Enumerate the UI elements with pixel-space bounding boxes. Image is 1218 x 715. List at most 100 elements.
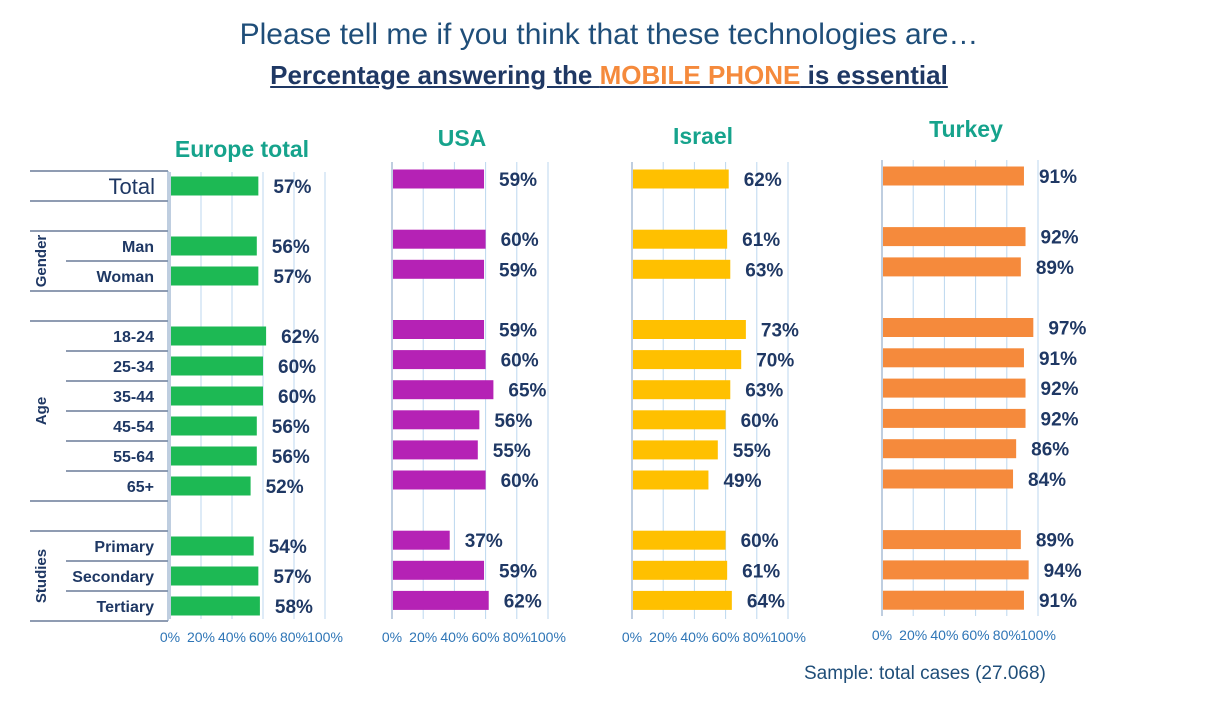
bar-europe-total-45-54 (171, 416, 257, 436)
category-label-65: 65+ (127, 479, 154, 496)
x-tick-label-israel-5: 100% (770, 629, 806, 645)
value-label-israel-45-54: 60% (741, 411, 779, 432)
value-label-israel-woman: 63% (745, 260, 783, 281)
bar-turkey-woman (883, 257, 1021, 277)
title-highlight: MOBILE PHONE (599, 60, 801, 90)
bar-usa-65 (393, 470, 486, 490)
value-label-usa-35-44: 65% (508, 381, 546, 402)
value-label-europe-total-25-34: 60% (278, 357, 316, 378)
chart-subtitle: Please tell me if you think that these t… (239, 18, 979, 51)
bar-turkey-man (883, 227, 1026, 247)
bar-usa-secondary (393, 560, 485, 580)
bar-turkey-55-64 (883, 439, 1017, 459)
panel-title-usa: USA (438, 125, 487, 151)
value-label-turkey-18-24: 97% (1048, 319, 1086, 340)
value-label-usa-primary: 37% (465, 531, 503, 552)
bar-turkey-secondary (883, 560, 1029, 580)
x-tick-label-usa-5: 100% (530, 629, 566, 645)
bar-europe-total-25-34 (171, 356, 263, 376)
value-label-israel-18-24: 73% (761, 321, 799, 342)
value-label-usa-18-24: 59% (499, 321, 537, 342)
group-label-studies: Studies (33, 549, 50, 603)
bar-europe-total-35-44 (171, 386, 263, 406)
x-tick-label-europe-total-4: 80% (280, 629, 308, 645)
bar-israel-65 (633, 470, 709, 490)
x-tick-label-turkey-1: 20% (899, 627, 927, 643)
bar-usa-25-34 (393, 350, 486, 370)
bar-israel-woman (633, 259, 731, 279)
category-label-35-44: 35-44 (113, 389, 154, 406)
value-label-europe-total-man: 56% (272, 237, 310, 258)
category-label-tertiary: Tertiary (96, 599, 154, 616)
category-label-man: Man (122, 239, 154, 256)
bar-turkey-total (883, 166, 1024, 186)
x-tick-label-israel-1: 20% (649, 629, 677, 645)
bar-usa-woman (393, 259, 485, 279)
bar-israel-25-34 (633, 350, 742, 370)
bar-israel-man (633, 229, 728, 249)
bar-europe-total-secondary (171, 566, 259, 586)
bar-turkey-tertiary (883, 590, 1024, 610)
value-label-europe-total-secondary: 57% (273, 567, 311, 588)
value-label-europe-total-55-64: 56% (272, 447, 310, 468)
value-label-turkey-45-54: 92% (1041, 409, 1079, 430)
category-label-55-64: 55-64 (113, 449, 154, 466)
value-label-europe-total-65: 52% (266, 477, 304, 498)
chart-title: Percentage answering the MOBILE PHONE is… (0, 60, 1218, 91)
value-label-israel-total: 62% (744, 170, 782, 191)
value-label-turkey-primary: 89% (1036, 531, 1074, 552)
value-label-israel-primary: 60% (741, 531, 779, 552)
bar-usa-tertiary (393, 590, 489, 610)
value-label-turkey-25-34: 91% (1039, 349, 1077, 370)
category-label-primary: Primary (94, 539, 154, 556)
value-label-usa-total: 59% (499, 170, 537, 191)
group-label-gender: Gender (33, 235, 50, 288)
value-label-israel-65: 49% (723, 471, 761, 492)
panel-title-israel: Israel (673, 123, 733, 149)
bar-europe-total-woman (171, 266, 259, 286)
value-label-europe-total-woman: 57% (273, 267, 311, 288)
bar-europe-total-55-64 (171, 446, 257, 466)
value-label-israel-secondary: 61% (742, 561, 780, 582)
bar-israel-35-44 (633, 380, 731, 400)
bar-europe-total-total (171, 176, 259, 196)
bar-israel-55-64 (633, 440, 718, 460)
bar-europe-total-18-24 (171, 326, 267, 346)
x-tick-label-usa-0: 0% (382, 629, 402, 645)
value-label-usa-65: 60% (501, 471, 539, 492)
bar-usa-total (393, 169, 485, 189)
value-label-usa-55-64: 55% (493, 441, 531, 462)
panel-title-turkey: Turkey (929, 116, 1003, 142)
bar-israel-primary (633, 530, 726, 550)
value-label-usa-man: 60% (501, 230, 539, 251)
x-tick-label-israel-4: 80% (743, 629, 771, 645)
value-label-israel-tertiary: 64% (747, 591, 785, 612)
bar-israel-45-54 (633, 410, 726, 430)
x-tick-label-turkey-5: 100% (1020, 627, 1056, 643)
x-tick-label-turkey-4: 80% (993, 627, 1021, 643)
title-suffix: is essential (800, 60, 948, 90)
x-tick-label-israel-0: 0% (622, 629, 642, 645)
bar-turkey-primary (883, 530, 1021, 550)
bar-usa-55-64 (393, 440, 478, 460)
x-tick-label-usa-2: 40% (440, 629, 468, 645)
value-label-turkey-35-44: 92% (1041, 379, 1079, 400)
bar-israel-secondary (633, 560, 728, 580)
bar-usa-man (393, 229, 486, 249)
bar-turkey-65 (883, 469, 1014, 489)
value-label-usa-tertiary: 62% (504, 591, 542, 612)
title-prefix: Percentage answering the (270, 60, 600, 90)
bar-usa-18-24 (393, 320, 485, 339)
x-tick-label-europe-total-5: 100% (307, 629, 343, 645)
value-label-europe-total-tertiary: 58% (275, 597, 313, 618)
category-label-25-34: 25-34 (113, 359, 154, 376)
value-label-turkey-woman: 89% (1036, 258, 1074, 279)
bar-turkey-35-44 (883, 378, 1026, 398)
category-label-45-54: 45-54 (113, 419, 154, 436)
category-label-woman: Woman (97, 269, 154, 286)
bar-usa-45-54 (393, 410, 480, 430)
value-label-turkey-man: 92% (1041, 228, 1079, 249)
value-label-turkey-65: 84% (1028, 470, 1066, 491)
x-tick-label-europe-total-0: 0% (160, 629, 180, 645)
